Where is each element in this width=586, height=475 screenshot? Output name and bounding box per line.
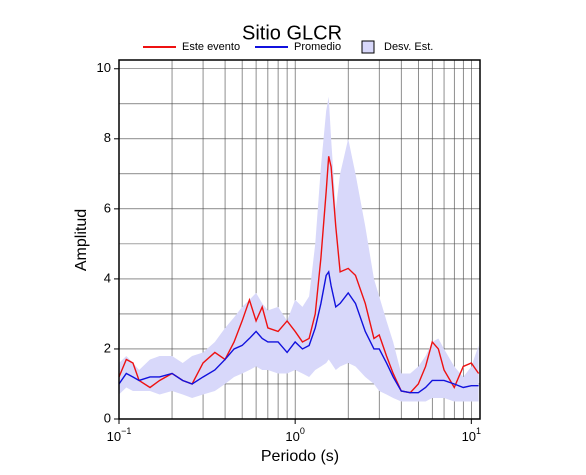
- y-tick-label: 10: [97, 60, 111, 75]
- x-tick-exponent: 1: [476, 426, 481, 436]
- y-tick-label: 8: [104, 130, 111, 145]
- y-tick-label: 6: [104, 200, 111, 215]
- x-tick-base: 10: [462, 429, 476, 444]
- chart-title: Sitio GLCR: [242, 22, 342, 44]
- legend-label: Promedio: [294, 41, 341, 53]
- plot-frame: [118, 59, 481, 420]
- legend-swatch: [361, 40, 375, 54]
- std-band: [119, 96, 479, 402]
- x-tick-base: 10: [285, 429, 299, 444]
- y-tick-label: 4: [104, 270, 111, 285]
- legend-label: Este evento: [182, 41, 240, 53]
- y-tick-label: 0: [104, 410, 111, 425]
- x-tick-label: 10−1: [107, 426, 132, 444]
- x-tick-label: 100: [285, 426, 304, 444]
- x-axis-label: Periodo (s): [261, 448, 339, 465]
- x-tick-label: 101: [462, 426, 481, 444]
- series-line: [118, 270, 479, 394]
- y-tick-label: 2: [104, 340, 111, 355]
- y-axis-label: Amplitud: [73, 209, 90, 271]
- x-tick-exponent: −1: [121, 426, 131, 436]
- legend-label: Desv. Est.: [384, 41, 433, 53]
- x-tick-base: 10: [107, 429, 121, 444]
- x-tick-exponent: 0: [300, 426, 305, 436]
